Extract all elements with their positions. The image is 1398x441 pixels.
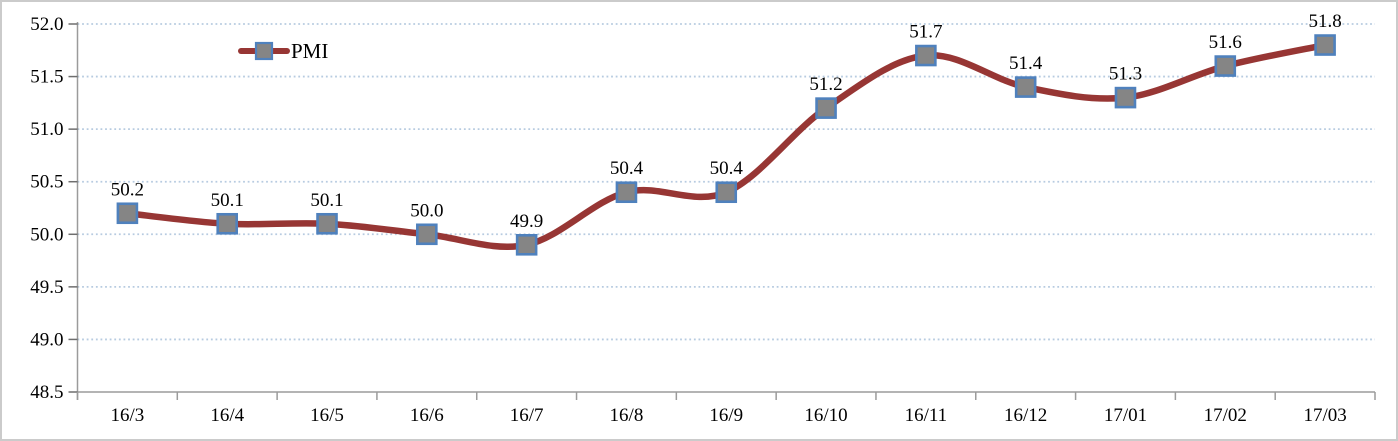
- x-tick-label: 16/10: [804, 405, 847, 426]
- pmi-series-line: [124, 41, 1329, 250]
- data-point-marker: [615, 181, 638, 204]
- x-tick-label: 16/5: [310, 405, 344, 426]
- y-tick-label: 52.0: [30, 14, 63, 35]
- x-tick-label: 16/4: [210, 405, 244, 426]
- y-tick-label: 48.5: [30, 382, 63, 403]
- data-point-marker: [815, 97, 837, 119]
- y-tick-label: 49.5: [30, 277, 63, 298]
- data-point-marker: [1114, 86, 1137, 109]
- data-point-label: 51.6: [1209, 32, 1242, 53]
- x-tick-label: 17/01: [1104, 405, 1147, 426]
- data-point-label: 49.9: [510, 211, 543, 232]
- data-point-marker: [116, 202, 139, 225]
- y-tick-label: 50.0: [30, 224, 63, 245]
- data-point-label: 50.1: [310, 190, 343, 211]
- data-point-marker: [216, 212, 239, 235]
- y-tick-label: 50.5: [30, 172, 63, 193]
- chart-legend: PMI: [238, 38, 328, 64]
- data-point-marker: [1014, 76, 1037, 98]
- data-point-label: 51.4: [1009, 53, 1043, 74]
- data-point-marker: [1214, 55, 1237, 77]
- data-point-marker: [1314, 34, 1336, 56]
- data-point-label: 50.0: [410, 200, 443, 221]
- y-tick-label: 51.0: [30, 119, 63, 140]
- data-point-label: 50.4: [610, 158, 644, 179]
- x-tick-label: 17/02: [1204, 405, 1247, 426]
- data-point-label: 50.2: [111, 179, 144, 200]
- y-tick-label: 49.0: [30, 329, 63, 350]
- x-tick-label: 16/11: [905, 405, 948, 426]
- legend-line-marker-icon: [238, 41, 290, 61]
- data-point-marker: [915, 44, 937, 67]
- data-point-label: 50.1: [211, 190, 244, 211]
- data-point-label: 51.2: [809, 74, 842, 95]
- data-point-marker: [515, 234, 538, 256]
- x-tick-label: 16/8: [610, 405, 644, 426]
- data-point-marker: [316, 212, 338, 235]
- x-tick-label: 16/12: [1004, 405, 1047, 426]
- x-tick-label: 16/9: [709, 405, 743, 426]
- legend-label: PMI: [291, 39, 329, 63]
- data-point-label: 51.8: [1308, 11, 1341, 32]
- data-point-label: 51.3: [1109, 64, 1142, 85]
- data-point-marker: [715, 181, 738, 204]
- y-tick-label: 51.5: [30, 67, 63, 88]
- x-tick-label: 16/6: [410, 405, 444, 426]
- x-tick-label: 16/3: [111, 405, 145, 426]
- x-tick-label: 16/7: [510, 405, 544, 426]
- data-point-label: 50.4: [710, 158, 744, 179]
- data-point-label: 51.7: [909, 22, 942, 43]
- data-point-marker: [416, 223, 438, 246]
- x-tick-label: 17/03: [1303, 405, 1346, 426]
